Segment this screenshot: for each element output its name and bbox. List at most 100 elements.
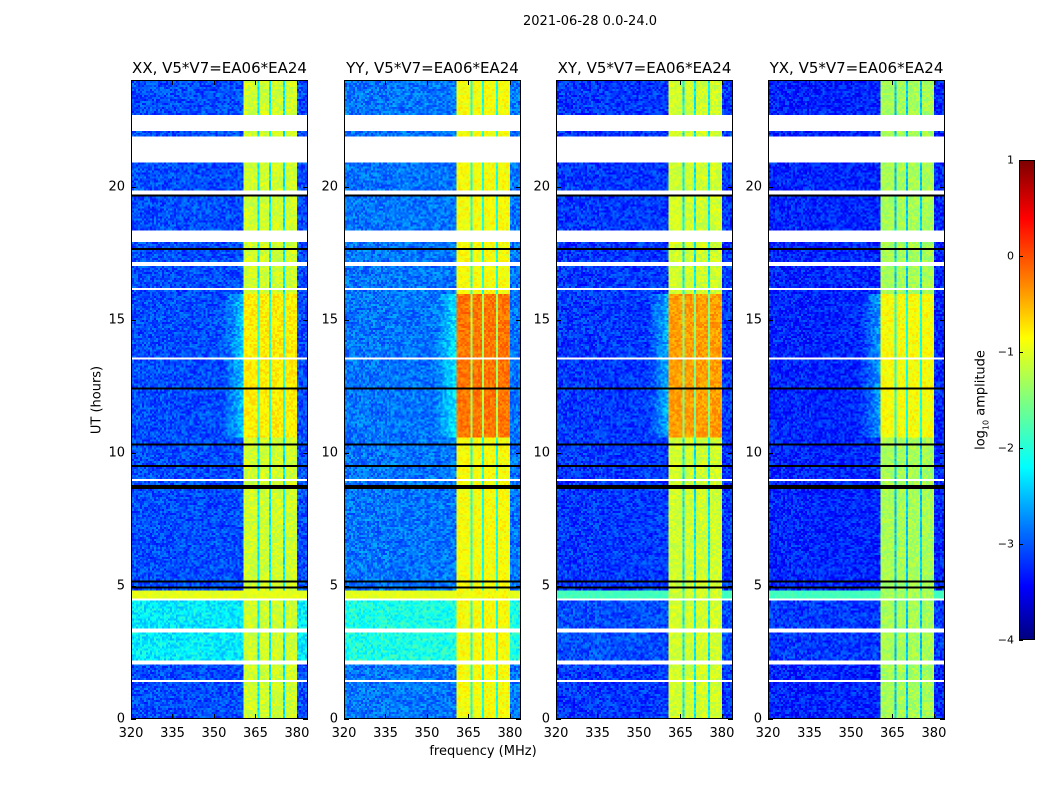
- x-tick-mark: [426, 714, 428, 719]
- colorbar-tick-label: −4: [997, 633, 1014, 647]
- x-tick-label: 350: [626, 726, 652, 741]
- colorbar-tick-label: −2: [997, 441, 1014, 455]
- y-tick-label: 0: [753, 711, 762, 727]
- y-tick-mark: [516, 186, 521, 188]
- y-tick-mark: [556, 319, 561, 321]
- y-tick-mark: [131, 585, 136, 587]
- y-tick-mark: [303, 719, 308, 720]
- x-tick-mark: [809, 714, 811, 719]
- x-tick-mark: [426, 80, 428, 85]
- y-tick-label: 15: [533, 312, 550, 328]
- x-tick-label: 335: [373, 726, 398, 741]
- y-tick-mark: [303, 186, 308, 188]
- heatmap-image: [769, 81, 944, 718]
- x-tick-label: 320: [755, 726, 781, 741]
- y-tick-label: 10: [321, 445, 338, 461]
- x-tick-mark: [509, 714, 511, 719]
- x-tick-label: 350: [838, 726, 864, 741]
- x-tick-label: 380: [921, 726, 947, 741]
- y-tick-mark: [516, 585, 521, 587]
- heatmap-image: [132, 81, 307, 718]
- colorbar-tick-mark: [1019, 160, 1023, 161]
- x-tick-label: 380: [284, 726, 310, 741]
- x-tick-mark: [556, 80, 557, 85]
- x-tick-mark: [385, 714, 387, 719]
- heatmap-panel: [768, 80, 945, 719]
- y-tick-mark: [768, 719, 773, 720]
- y-tick-label: 0: [116, 711, 125, 727]
- y-tick-mark: [556, 719, 561, 720]
- y-tick-mark: [516, 719, 521, 720]
- x-tick-label: 365: [880, 726, 905, 741]
- x-tick-mark: [892, 714, 894, 719]
- x-tick-label: 320: [331, 726, 357, 741]
- y-tick-mark: [940, 452, 945, 454]
- colorbar-tick-label: 1: [1007, 153, 1014, 167]
- x-tick-mark: [556, 714, 557, 719]
- colorbar-label-suffix: amplitude: [973, 350, 989, 420]
- x-tick-mark: [255, 80, 257, 85]
- y-tick-mark: [768, 319, 773, 321]
- y-axis-label: UT (hours): [89, 365, 105, 435]
- x-tick-mark: [597, 80, 599, 85]
- y-tick-mark: [768, 452, 773, 454]
- y-tick-mark: [556, 585, 561, 587]
- y-tick-mark: [516, 319, 521, 321]
- x-tick-mark: [344, 714, 345, 719]
- x-tick-mark: [680, 80, 682, 85]
- y-tick-label: 5: [541, 578, 550, 594]
- x-tick-mark: [768, 714, 769, 719]
- x-tick-label: 350: [201, 726, 227, 741]
- x-tick-label: 320: [543, 726, 569, 741]
- y-tick-mark: [303, 585, 308, 587]
- y-tick-label: 5: [116, 578, 125, 594]
- colorbar-tick-mark: [1019, 544, 1023, 545]
- x-tick-mark: [296, 714, 298, 719]
- x-tick-mark: [680, 714, 682, 719]
- y-tick-label: 0: [329, 711, 338, 727]
- y-tick-mark: [768, 585, 773, 587]
- y-tick-mark: [940, 319, 945, 321]
- x-tick-mark: [809, 80, 811, 85]
- y-tick-mark: [344, 319, 349, 321]
- colorbar-tick-mark: [1019, 448, 1023, 449]
- heatmap-panel: [131, 80, 308, 719]
- y-tick-mark: [728, 719, 733, 720]
- y-tick-mark: [131, 719, 136, 720]
- y-tick-mark: [728, 186, 733, 188]
- y-tick-label: 20: [321, 179, 338, 194]
- y-tick-mark: [728, 452, 733, 454]
- x-tick-label: 320: [118, 726, 144, 741]
- x-tick-mark: [172, 714, 174, 719]
- colorbar-label-sub: 10: [981, 419, 991, 431]
- y-tick-mark: [344, 585, 349, 587]
- colorbar-label: log10 amplitude: [974, 350, 991, 450]
- y-tick-mark: [131, 452, 136, 454]
- x-tick-label: 380: [709, 726, 735, 741]
- x-tick-mark: [468, 714, 470, 719]
- y-tick-mark: [344, 186, 349, 188]
- x-tick-label: 365: [456, 726, 481, 741]
- x-tick-mark: [131, 714, 132, 719]
- x-tick-mark: [131, 80, 132, 85]
- y-tick-label: 10: [745, 445, 762, 461]
- y-tick-label: 5: [753, 578, 762, 594]
- x-tick-mark: [255, 714, 257, 719]
- panel-title: XY, V5*V7=EA06*EA24: [557, 59, 732, 77]
- x-tick-label: 380: [497, 726, 523, 741]
- colorbar-label-prefix: log: [973, 430, 989, 450]
- heatmap-panel: [556, 80, 733, 719]
- x-tick-mark: [172, 80, 174, 85]
- x-tick-mark: [768, 80, 769, 85]
- y-tick-mark: [131, 319, 136, 321]
- x-tick-mark: [385, 80, 387, 85]
- y-tick-mark: [303, 319, 308, 321]
- x-tick-mark: [933, 714, 935, 719]
- x-tick-label: 365: [243, 726, 268, 741]
- y-tick-mark: [940, 186, 945, 188]
- x-axis-label: frequency (MHz): [429, 744, 537, 759]
- x-tick-mark: [638, 714, 640, 719]
- y-tick-mark: [728, 585, 733, 587]
- figure-title: 2021-06-28 0.0-24.0: [523, 14, 657, 29]
